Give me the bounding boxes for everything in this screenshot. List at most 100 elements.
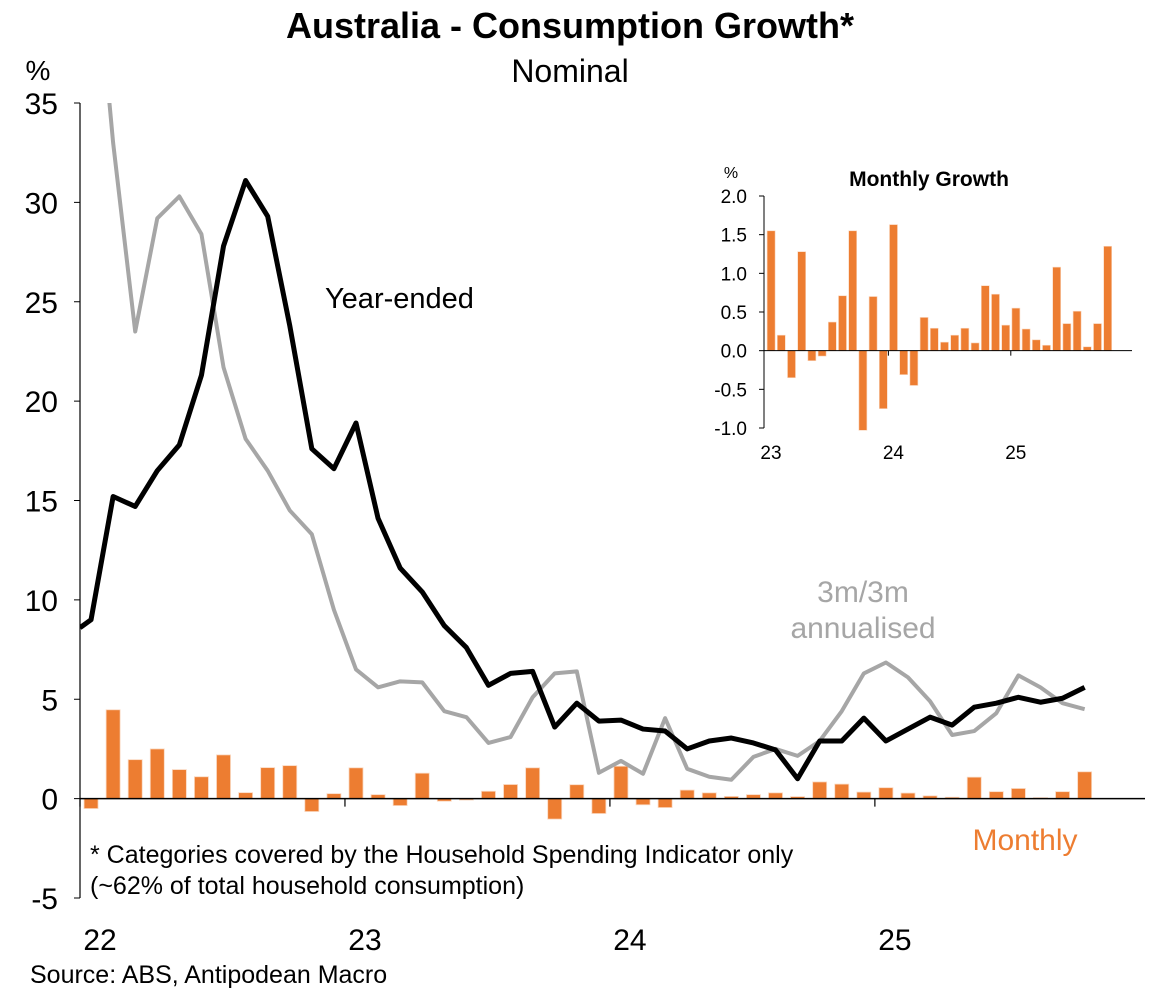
inset-monthly-bar [940, 341, 949, 351]
monthly-bar [414, 772, 430, 800]
source-note: Source: ABS, Antipodean Macro [30, 961, 387, 989]
footnote-line-1: * Categories covered by the Household Sp… [90, 841, 794, 869]
monthly-bar [503, 784, 518, 800]
monthly-bar [171, 769, 187, 800]
chart-subtitle: Nominal [511, 53, 628, 89]
inset-monthly-bar [1001, 324, 1011, 351]
y-tick-label: 30 [25, 187, 58, 220]
footnote-line-2: (~62% of total household consumption) [90, 872, 524, 900]
monthly-bar [966, 776, 982, 800]
inset-monthly-bar [868, 296, 878, 351]
monthly-bar [900, 792, 916, 800]
label-year-ended: Year-ended [325, 283, 474, 315]
inset-monthly-bar [1062, 323, 1072, 351]
monthly-bar [679, 789, 695, 800]
inset-monthly-bar [766, 230, 776, 351]
monthly-bar [238, 792, 254, 800]
monthly-bar [149, 748, 165, 800]
inset-x-tick-label: 25 [1005, 443, 1026, 464]
inset-y-tick-label: 1.0 [721, 264, 747, 285]
monthly-bar [591, 798, 607, 814]
inset-monthly-bar [817, 350, 827, 357]
monthly-bar [1077, 771, 1093, 800]
inset-monthly-bar [838, 295, 847, 351]
monthly-bar [260, 767, 276, 800]
inset-monthly-bar [909, 350, 919, 386]
inset-monthly-bar [787, 350, 796, 379]
y-tick-label: 15 [25, 486, 58, 519]
x-tick-label: 23 [348, 924, 381, 957]
inset-monthly-bar [776, 334, 786, 351]
monthly-bar [348, 767, 364, 800]
inset-y-unit: % [724, 165, 738, 182]
three-m-annualised-line [107, 103, 1086, 782]
monthly-bar [481, 790, 496, 800]
inset-monthly-bar [1072, 310, 1082, 351]
inset-monthly-bar [899, 350, 909, 375]
label-monthly: Monthly [972, 824, 1077, 857]
inset-monthly-bar [1032, 339, 1041, 351]
x-tick-label: 24 [613, 924, 646, 957]
y-tick-label: 35 [25, 88, 58, 121]
inset-y-tick-label: 0.5 [721, 303, 747, 324]
inset-y-tick-label: 2.0 [721, 187, 747, 208]
y-tick-label: 0 [41, 784, 58, 817]
monthly-bar [878, 787, 894, 800]
y-tick-label: 25 [25, 287, 58, 320]
inset-monthly-bar [1021, 328, 1031, 351]
inset-monthly-bar [950, 334, 960, 351]
inset-x-tick-label: 24 [883, 443, 905, 464]
inset-monthly-bar [929, 327, 939, 351]
monthly-bar [127, 759, 143, 800]
monthly-bar [988, 791, 1004, 800]
y-tick-label: 20 [25, 386, 58, 419]
label-3m3m-line1: 3m/3m [817, 576, 909, 609]
monthly-bar [569, 784, 585, 800]
inset-monthly-bar [1093, 323, 1102, 351]
x-tick-label: 25 [878, 924, 911, 957]
inset-y-tick-label: -1.0 [714, 419, 747, 440]
monthly-bar [613, 765, 629, 800]
inset-monthly-bar [1083, 346, 1092, 351]
monthly-bar [392, 798, 408, 806]
monthly-bar [834, 783, 850, 800]
monthly-bar [812, 781, 828, 800]
inset-monthly-bar [827, 321, 837, 351]
inset-monthly-bar [848, 230, 858, 351]
y-axis-unit: % [26, 55, 51, 86]
monthly-bar [216, 754, 231, 800]
label-3m3m-line2: annualised [790, 612, 935, 645]
monthly-bar [701, 792, 717, 800]
monthly-bar [105, 709, 121, 800]
inset-monthly-bar [807, 350, 817, 362]
inset-monthly-bar [980, 285, 990, 351]
inset-monthly-bar [858, 350, 868, 431]
inset-monthly-bar [878, 350, 888, 409]
monthly-bar [304, 798, 320, 812]
monthly-bar [525, 767, 541, 800]
monthly-bar [194, 776, 209, 800]
chart-title: Australia - Consumption Growth* [286, 5, 854, 46]
monthly-bar [768, 792, 783, 800]
inset-monthly-bar [919, 317, 929, 351]
monthly-bar [635, 798, 651, 806]
x-tick-label: 22 [83, 924, 116, 957]
monthly-bar [1055, 791, 1070, 800]
monthly-bar [657, 798, 673, 808]
inset-monthly-bar [797, 251, 807, 351]
inset-y-tick-label: 0.0 [721, 342, 747, 363]
inset-monthly-bar [970, 342, 980, 351]
y-tick-label: 10 [25, 585, 58, 618]
monthly-bar [547, 798, 563, 820]
inset-monthly-bar [1011, 307, 1021, 351]
y-tick-label: -5 [31, 883, 58, 916]
monthly-bar [856, 791, 872, 800]
y-tick-label: 5 [41, 684, 58, 717]
inset-monthly-growth: Monthly Growth % 2.0 1.5 1.0 0.5 0.0 -0.5 -1.0… [714, 165, 1132, 464]
inset-y-tick-label: -0.5 [714, 380, 747, 401]
inset-monthly-bar [1042, 344, 1051, 351]
year-ended-line [80, 178, 1086, 782]
inset-x-tick-label: 23 [760, 443, 781, 464]
inset-monthly-bar [889, 224, 898, 351]
